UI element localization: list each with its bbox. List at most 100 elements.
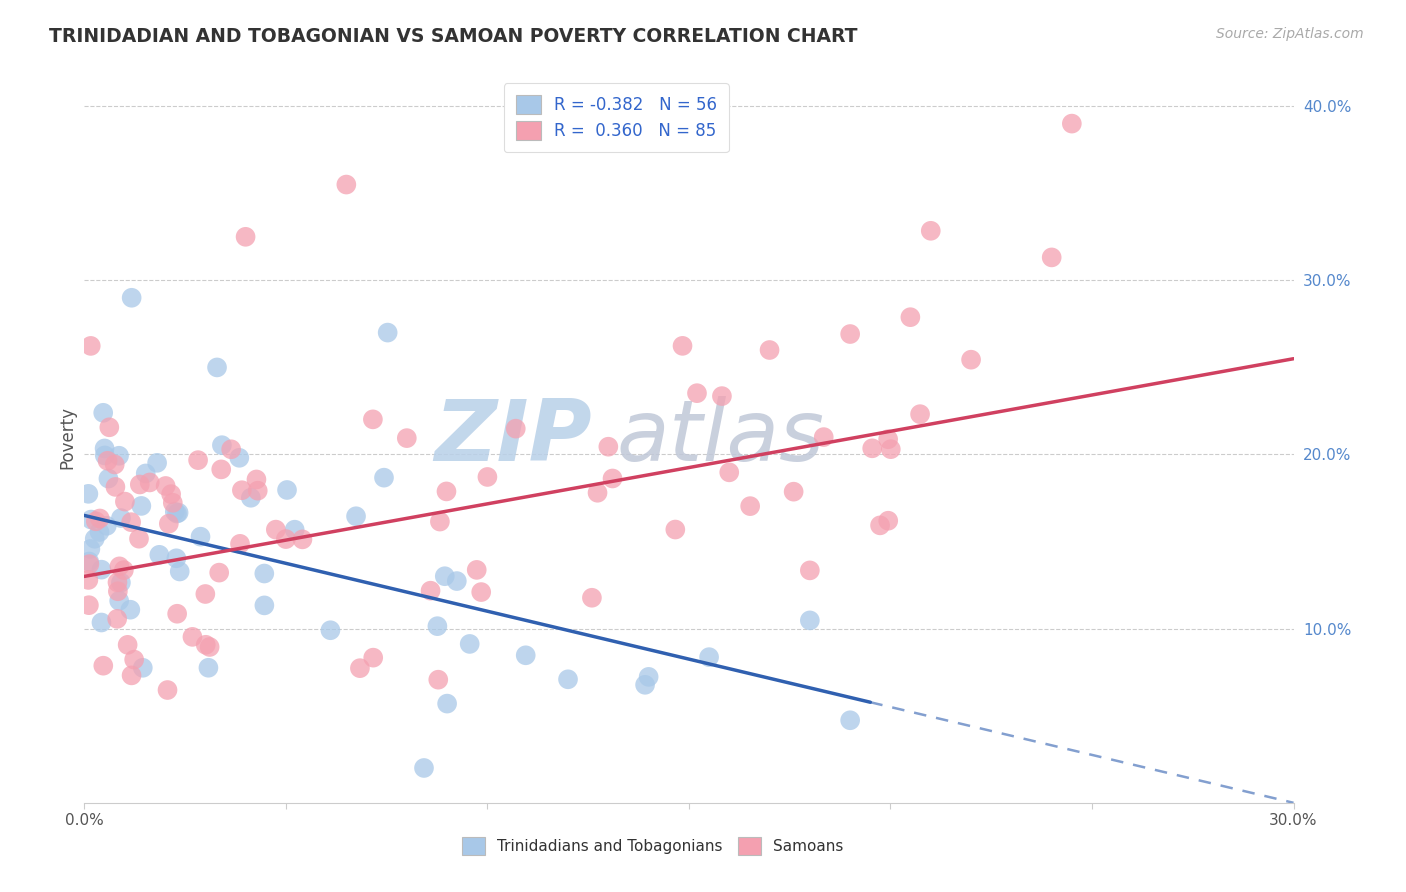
Point — [131, 499, 153, 513]
Point — [740, 499, 762, 513]
Point — [598, 440, 620, 454]
Point — [361, 650, 384, 665]
Point — [108, 559, 131, 574]
Point — [274, 532, 297, 546]
Point — [89, 511, 111, 525]
Point — [121, 668, 143, 682]
Point — [276, 483, 298, 497]
Point — [148, 548, 170, 562]
Point — [245, 472, 267, 486]
Point — [84, 514, 107, 528]
Point — [373, 470, 395, 484]
Point — [114, 494, 136, 508]
Point — [229, 537, 252, 551]
Y-axis label: Poverty: Poverty — [58, 406, 76, 468]
Point — [198, 640, 221, 654]
Point — [377, 326, 399, 340]
Point — [156, 683, 179, 698]
Point — [349, 661, 371, 675]
Point — [94, 449, 117, 463]
Point — [264, 523, 287, 537]
Point — [121, 291, 143, 305]
Point — [581, 591, 603, 605]
Point — [190, 530, 212, 544]
Point — [253, 566, 276, 581]
Point — [165, 551, 187, 566]
Point — [132, 661, 155, 675]
Point — [166, 607, 188, 621]
Point — [228, 450, 250, 465]
Point — [758, 343, 780, 357]
Point — [799, 563, 821, 577]
Point — [169, 565, 191, 579]
Point — [110, 511, 132, 525]
Point — [429, 515, 451, 529]
Point — [1040, 251, 1063, 265]
Point — [839, 713, 862, 727]
Point — [209, 462, 232, 476]
Point — [436, 697, 458, 711]
Point — [671, 339, 693, 353]
Point — [813, 430, 835, 444]
Point — [602, 471, 624, 485]
Point — [112, 563, 135, 577]
Point — [194, 587, 217, 601]
Point — [960, 352, 983, 367]
Point — [664, 523, 686, 537]
Point — [117, 638, 139, 652]
Point — [253, 599, 276, 613]
Point — [219, 442, 242, 457]
Point — [96, 454, 118, 468]
Point — [90, 615, 112, 630]
Point — [458, 637, 481, 651]
Point — [344, 509, 367, 524]
Point — [477, 470, 499, 484]
Point — [335, 178, 357, 192]
Point — [96, 518, 118, 533]
Point — [155, 479, 177, 493]
Point — [138, 475, 160, 490]
Point — [291, 533, 314, 547]
Point — [79, 557, 101, 571]
Point — [395, 431, 418, 445]
Point — [110, 575, 132, 590]
Point — [187, 453, 209, 467]
Text: ZIP: ZIP — [434, 395, 592, 479]
Point — [782, 484, 804, 499]
Point — [79, 541, 101, 556]
Point — [413, 761, 436, 775]
Point — [181, 630, 204, 644]
Point — [83, 532, 105, 546]
Point — [446, 574, 468, 588]
Point — [799, 613, 821, 627]
Point — [90, 563, 112, 577]
Point — [697, 650, 720, 665]
Point — [839, 326, 862, 341]
Point — [869, 518, 891, 533]
Point — [104, 458, 127, 472]
Point — [128, 532, 150, 546]
Point — [880, 442, 903, 457]
Point — [877, 514, 900, 528]
Point — [80, 512, 103, 526]
Text: Source: ZipAtlas.com: Source: ZipAtlas.com — [1216, 27, 1364, 41]
Point — [104, 480, 127, 494]
Point — [77, 555, 100, 569]
Point — [433, 569, 456, 583]
Point — [77, 598, 100, 612]
Point — [89, 524, 111, 539]
Point — [877, 432, 900, 446]
Point — [128, 477, 150, 491]
Legend: Trinidadians and Tobagonians, Samoans: Trinidadians and Tobagonians, Samoans — [456, 831, 849, 861]
Point — [91, 658, 114, 673]
Point — [97, 471, 120, 485]
Point — [557, 673, 579, 687]
Point — [637, 670, 659, 684]
Point — [167, 506, 190, 520]
Point — [718, 466, 741, 480]
Point — [163, 505, 186, 519]
Point — [427, 673, 450, 687]
Point — [470, 585, 492, 599]
Point — [80, 339, 103, 353]
Point — [634, 678, 657, 692]
